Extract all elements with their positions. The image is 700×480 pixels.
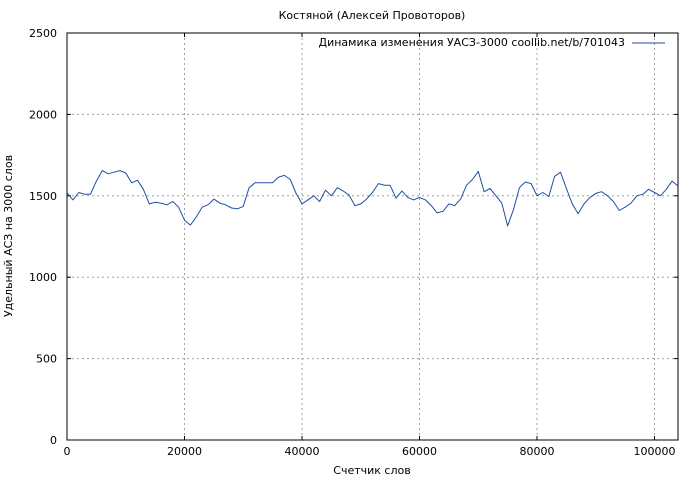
x-tick-label: 60000 — [402, 445, 437, 458]
y-tick-label: 1500 — [29, 190, 57, 203]
x-tick-label: 100000 — [634, 445, 676, 458]
x-tick-label: 20000 — [167, 445, 202, 458]
y-axis-label: Удельный АСЗ на 3000 слов — [2, 155, 15, 317]
x-tick-label: 80000 — [520, 445, 555, 458]
x-tick-label: 0 — [64, 445, 71, 458]
legend: Динамика изменения УАСЗ-3000 coollib.net… — [319, 36, 665, 49]
y-tick-label: 1000 — [29, 271, 57, 284]
legend-label: Динамика изменения УАСЗ-3000 coollib.net… — [319, 36, 626, 49]
y-tick-label: 2500 — [29, 27, 57, 40]
chart-title: Костяной (Алексей Провоторов) — [279, 9, 466, 22]
grid — [67, 33, 678, 440]
series-line — [66, 170, 679, 227]
x-axis-label: Счетчик слов — [333, 464, 410, 477]
series-group — [66, 170, 679, 227]
plot-frame — [66, 32, 679, 441]
x-tick-label: 40000 — [285, 445, 320, 458]
y-tick-label: 0 — [50, 434, 57, 447]
y-tick-label: 2000 — [29, 108, 57, 121]
axis-ticks: 0 20000 40000 60000 80000 100000 0 500 1000 1500 2… — [29, 27, 678, 458]
y-tick-label: 500 — [36, 353, 57, 366]
